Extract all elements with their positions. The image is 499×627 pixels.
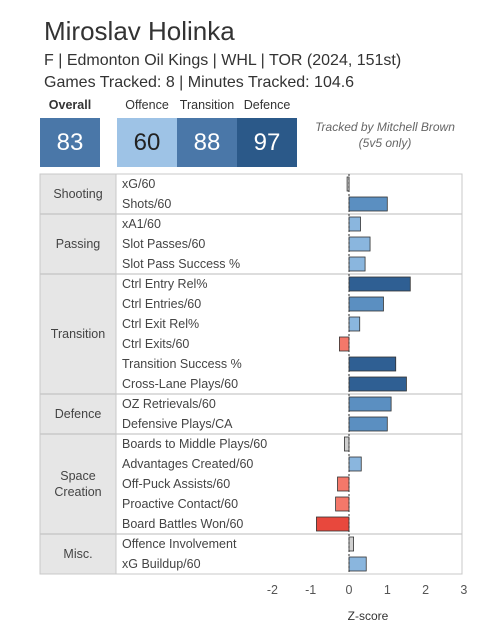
tracked-note-line1: Tracked by Mitchell Brown xyxy=(315,120,455,134)
metric-label: Ctrl Exit Rel% xyxy=(122,317,199,331)
x-tick-label: -2 xyxy=(267,583,278,597)
category-label: Space xyxy=(60,469,95,483)
metric-bar xyxy=(316,516,350,532)
metric-label: Offence Involvement xyxy=(122,537,237,551)
metric-bar xyxy=(348,196,388,212)
overall-score: 83 xyxy=(40,118,100,167)
chart-border xyxy=(39,173,463,575)
overall-score-label: Overall xyxy=(48,98,92,112)
metric-bar xyxy=(348,456,362,472)
metric-bar xyxy=(348,356,397,372)
transition-score: 88 xyxy=(177,118,237,167)
category-column-bg xyxy=(40,174,116,574)
metric-label: xA1/60 xyxy=(122,217,161,231)
metric-bar xyxy=(337,476,350,492)
metric-bar xyxy=(348,376,407,392)
metric-label: Advantages Created/60 xyxy=(122,457,253,471)
metric-label: Slot Passes/60 xyxy=(122,237,205,251)
metric-bar xyxy=(348,416,388,432)
offence-score: 60 xyxy=(117,118,177,167)
metric-label: Transition Success % xyxy=(122,357,242,371)
x-tick-label: 3 xyxy=(460,583,467,597)
defence-score: 97 xyxy=(237,118,297,167)
metric-label: Cross-Lane Plays/60 xyxy=(122,377,238,391)
metric-bar xyxy=(344,436,350,452)
metric-bar xyxy=(335,496,350,512)
tracked-note: Tracked by Mitchell Brown (5v5 only) xyxy=(306,119,464,151)
metric-label: Boards to Middle Plays/60 xyxy=(122,437,267,451)
metric-bar xyxy=(348,296,384,312)
metric-bar xyxy=(348,276,411,292)
metric-bar xyxy=(348,216,361,232)
metric-label: Proactive Contact/60 xyxy=(122,497,238,511)
x-tick-label: 2 xyxy=(422,583,429,597)
metric-label: OZ Retrievals/60 xyxy=(122,397,216,411)
player-name: Miroslav Holinka xyxy=(44,16,235,46)
defence-score-label: Defence xyxy=(243,98,291,112)
category-label: Defence xyxy=(55,407,102,421)
metric-label: xG Buildup/60 xyxy=(122,557,201,571)
metric-label: Defensive Plays/CA xyxy=(122,417,233,431)
metric-label: Board Battles Won/60 xyxy=(122,517,243,531)
offence-score-label: Offence xyxy=(125,98,169,112)
player-info: F | Edmonton Oil Kings | WHL | TOR (2024… xyxy=(44,52,402,69)
tracking-info: Games Tracked: 8 | Minutes Tracked: 104.… xyxy=(44,74,355,91)
metric-label: Ctrl Exits/60 xyxy=(122,337,189,351)
metric-label: Off-Puck Assists/60 xyxy=(122,477,230,491)
metric-label: Slot Pass Success % xyxy=(122,257,240,271)
metric-label: Shots/60 xyxy=(122,197,171,211)
x-tick-label: 0 xyxy=(346,583,353,597)
category-label: Passing xyxy=(56,237,101,251)
x-tick-label: -1 xyxy=(305,583,316,597)
metric-bar xyxy=(348,396,392,412)
metric-bar xyxy=(348,556,367,572)
metric-bar xyxy=(348,256,366,272)
metric-bar xyxy=(348,536,354,552)
metric-label: xG/60 xyxy=(122,177,155,191)
metric-bar xyxy=(339,336,350,352)
category-label: Shooting xyxy=(53,187,102,201)
metric-bar xyxy=(348,236,371,252)
x-axis-title: Z-score xyxy=(348,609,389,623)
metric-bar xyxy=(348,316,361,332)
metric-label: Ctrl Entries/60 xyxy=(122,297,201,311)
category-label: Creation xyxy=(54,485,101,499)
tracked-note-line2: (5v5 only) xyxy=(358,136,412,150)
transition-score-label: Transition xyxy=(179,98,235,112)
x-tick-label: 1 xyxy=(384,583,391,597)
category-label: Misc. xyxy=(63,547,92,561)
category-label: Transition xyxy=(51,327,105,341)
metric-label: Ctrl Entry Rel% xyxy=(122,277,207,291)
